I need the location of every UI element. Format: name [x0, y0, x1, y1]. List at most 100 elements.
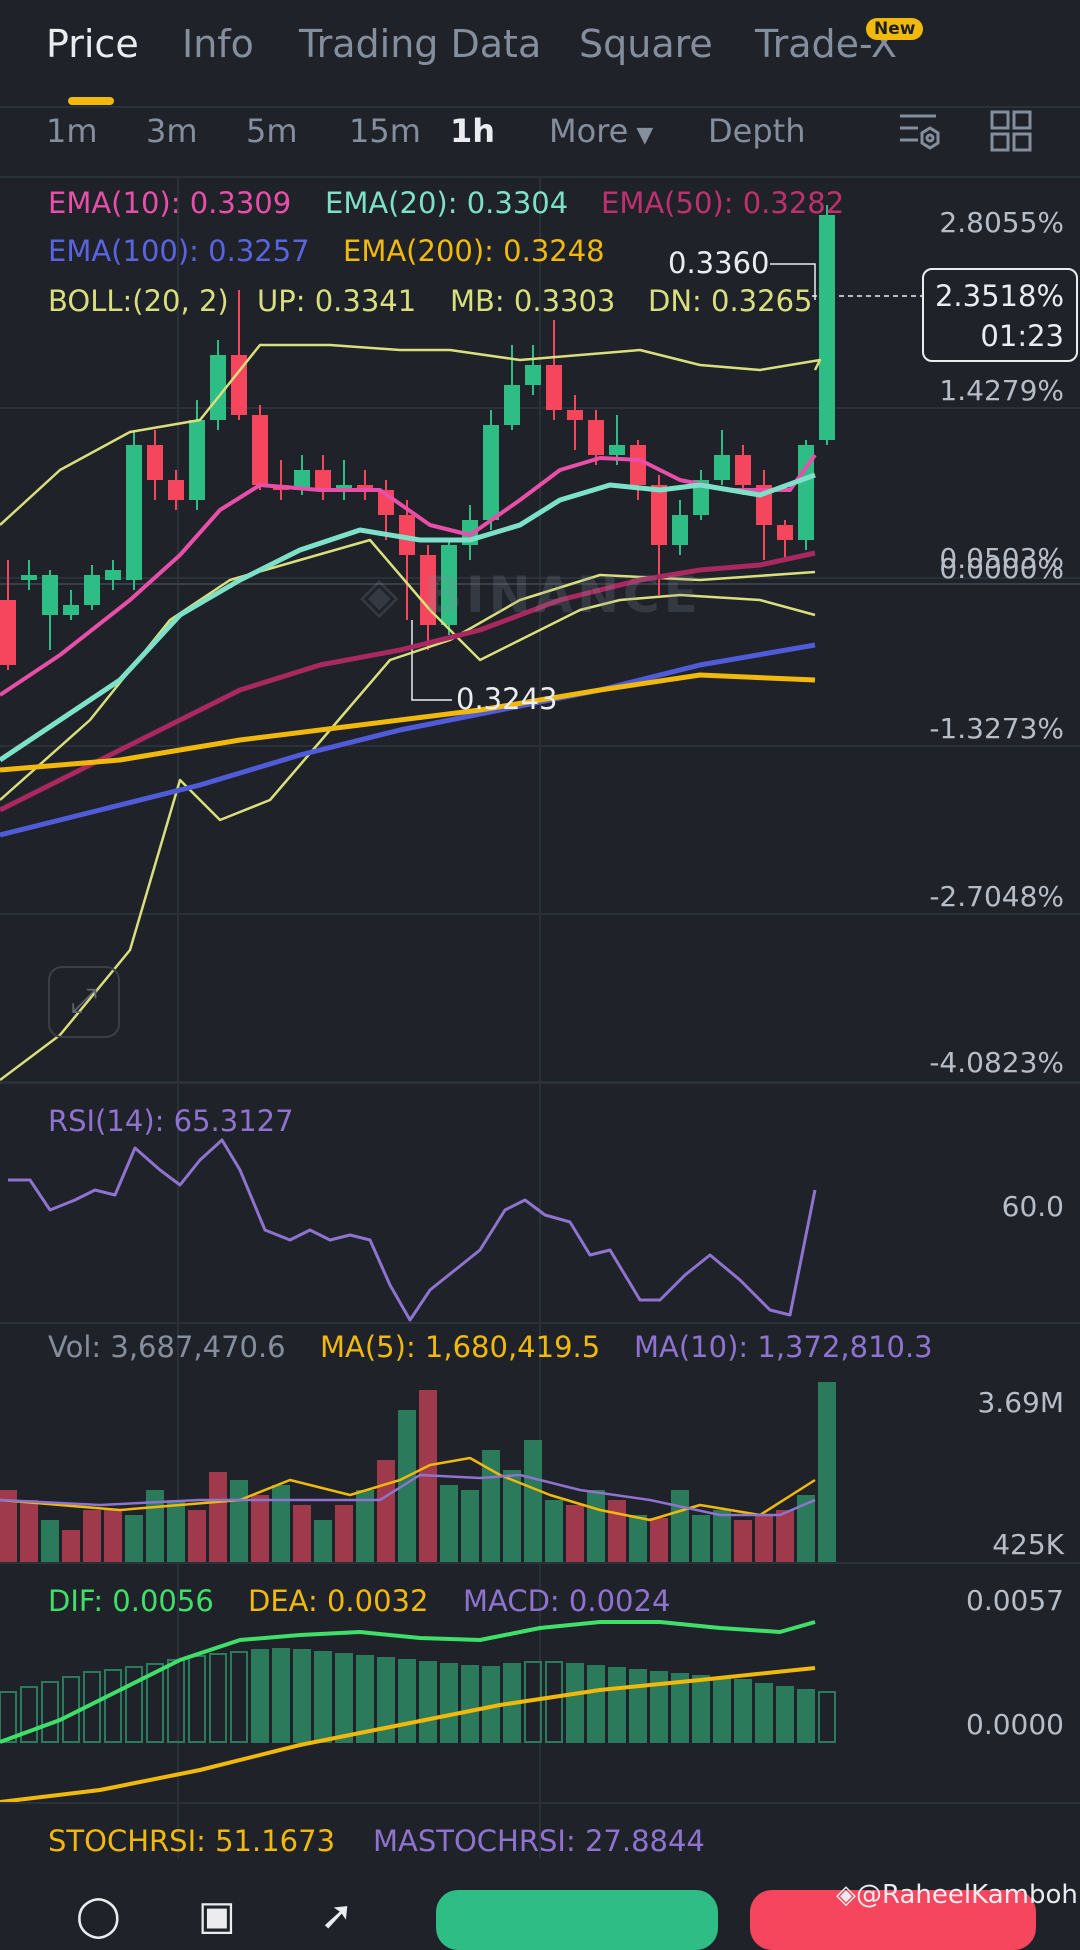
volume-bar: [41, 1520, 59, 1563]
price-chart[interactable]: [0, 178, 1080, 1858]
candle-body: [420, 555, 436, 625]
chart-settings-icon[interactable]: [896, 108, 944, 156]
tab-trading-data[interactable]: Trading Data: [299, 22, 542, 66]
interval-3m[interactable]: 3m: [146, 112, 198, 150]
macd-bar: [356, 1655, 374, 1743]
candle-body: [126, 445, 142, 580]
volume-bar: [608, 1500, 626, 1563]
macd-bar: [167, 1659, 185, 1743]
volume-bar: [692, 1515, 710, 1563]
axis-label: 1.4279%: [939, 374, 1064, 407]
volume-ma5-line: [0, 1456, 816, 1522]
more-label: More: [549, 112, 629, 150]
candle-body: [546, 365, 562, 410]
volume-bar: [356, 1490, 374, 1563]
macd-bar: [314, 1651, 332, 1743]
boll-up-label: UP: 0.3341: [257, 284, 417, 318]
macd-bar: [209, 1653, 227, 1743]
interval-1h[interactable]: 1h: [450, 112, 496, 150]
volume-bar: [83, 1510, 101, 1563]
high-leader: [770, 263, 816, 300]
candle-body: [231, 355, 247, 415]
divider: [0, 1802, 1080, 1804]
macd-axis-top: 0.0057: [966, 1584, 1064, 1617]
volume-bar: [62, 1530, 80, 1563]
volume-bar: [629, 1515, 647, 1563]
macd-bar: [629, 1669, 647, 1743]
interval-5m[interactable]: 5m: [246, 112, 298, 150]
high-price-label: 0.3360: [668, 246, 770, 280]
ema10-line: [0, 453, 817, 697]
volume-axis-top: 3.69M: [977, 1386, 1064, 1419]
volume-bar: [734, 1520, 752, 1563]
price-change-pct: 2.3518%: [934, 279, 1064, 313]
candle-body: [168, 480, 184, 500]
macd-bar: [650, 1671, 668, 1743]
volume-bar: [335, 1505, 353, 1563]
divider: [0, 1082, 1080, 1084]
candle-body: [588, 420, 604, 455]
macd-bar: [776, 1686, 794, 1743]
binance-watermark: ◈ BINANCE: [360, 566, 702, 624]
ema200-line: [0, 672, 816, 773]
boll-upper-line: [0, 343, 822, 526]
axis-label: 0.0503%: [939, 542, 1064, 575]
macd-bar: [272, 1648, 290, 1743]
macd-bar: [335, 1653, 353, 1743]
rsi-axis-label: 60.0: [1001, 1190, 1064, 1223]
macd-bar: [125, 1666, 143, 1743]
macd-dea-line: [0, 1666, 816, 1804]
volume-label: Vol: 3,687,470.6: [48, 1330, 286, 1364]
interval-1m[interactable]: 1m: [46, 112, 98, 150]
new-badge: New: [866, 18, 924, 40]
candle-body: [189, 420, 205, 500]
volume-axis-bottom: 425K: [992, 1528, 1064, 1561]
macd-axis-bottom: 0.0000: [966, 1708, 1064, 1741]
candle-body: [63, 605, 79, 615]
volume-ma10-label: MA(10): 1,372,810.3: [634, 1330, 933, 1364]
volume-bar: [755, 1515, 773, 1563]
tab-price[interactable]: Price: [46, 22, 139, 66]
candle-body: [147, 445, 163, 480]
volume-bar: [524, 1440, 542, 1563]
macd-bar: [755, 1683, 773, 1743]
volume-bar: [0, 1490, 17, 1563]
macd-bar: [293, 1649, 311, 1743]
apps-icon[interactable]: ▣: [198, 1893, 236, 1939]
volume-bar: [230, 1480, 248, 1563]
candle-body: [672, 515, 688, 545]
expand-icon[interactable]: ⤢: [48, 966, 120, 1038]
macd-bar: [587, 1665, 605, 1743]
more-menu-icon[interactable]: ◯: [76, 1893, 121, 1939]
ema100-line: [0, 642, 816, 838]
volume-bar: [314, 1520, 332, 1563]
macd-bar: [41, 1681, 59, 1743]
tab-square[interactable]: Square: [579, 22, 713, 66]
grid-layout-icon[interactable]: [990, 110, 1034, 154]
candle-body: [357, 485, 373, 490]
candle-body: [399, 515, 415, 555]
rsi-line: [8, 1138, 817, 1322]
volume-bar: [818, 1382, 836, 1563]
macd-bar: [797, 1689, 815, 1743]
more-dropdown[interactable]: More ▼: [549, 112, 653, 150]
candle-body: [504, 385, 520, 425]
macd-bar: [440, 1663, 458, 1743]
candle-body: [525, 365, 541, 385]
divider: [0, 1322, 1080, 1324]
top-tab-bar: Price Info Trading Data Square Trade-X N…: [0, 0, 1080, 106]
macd-bar: [146, 1663, 164, 1743]
current-price-tag: 2.3518% 01:23: [922, 268, 1078, 362]
tab-info[interactable]: Info: [182, 22, 254, 66]
volume-bar: [272, 1485, 290, 1563]
buy-button[interactable]: [436, 1890, 718, 1950]
macd-dea-label: DEA: 0.0032: [248, 1584, 429, 1618]
candle-body: [483, 425, 499, 520]
candle-body: [798, 445, 814, 540]
depth-button[interactable]: Depth: [708, 112, 806, 150]
macd-bar: [545, 1661, 563, 1743]
share-icon[interactable]: ➚: [320, 1893, 354, 1939]
divider: [0, 106, 1080, 108]
macd-bar: [566, 1663, 584, 1743]
interval-15m[interactable]: 15m: [349, 112, 421, 150]
